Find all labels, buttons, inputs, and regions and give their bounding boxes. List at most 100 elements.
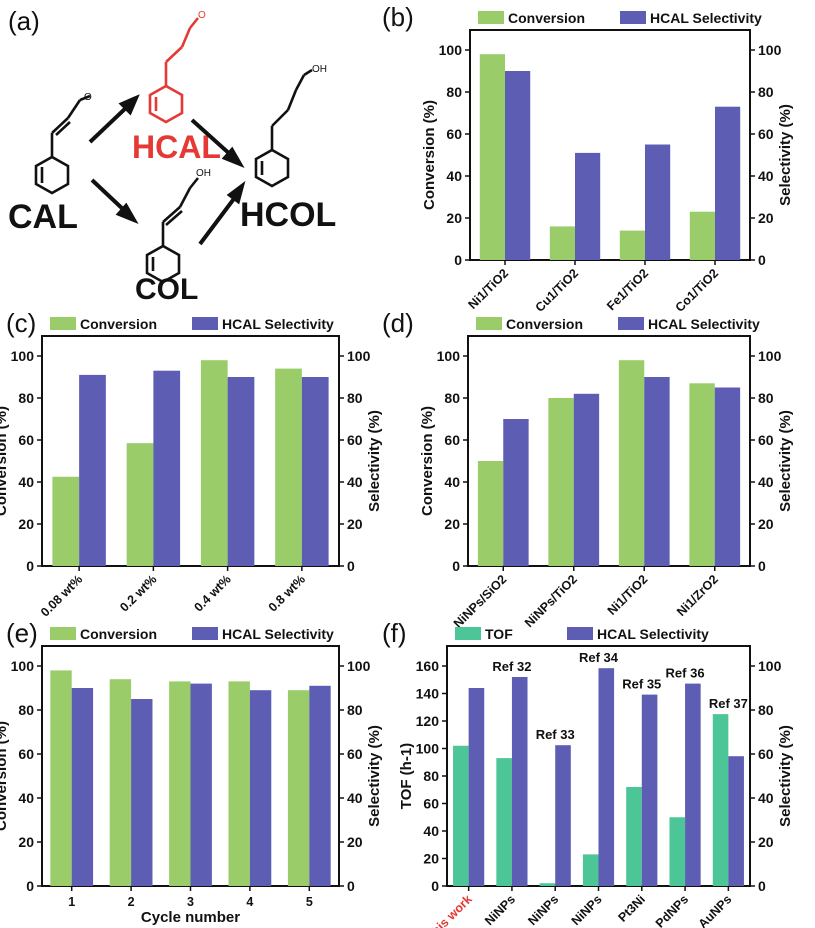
bar-tof [669, 817, 686, 886]
bar-selectivity [79, 374, 106, 566]
panel-label: (d) [382, 308, 414, 338]
hcal-molecule [148, 17, 200, 124]
bar-selectivity [575, 152, 601, 260]
right-tick-label: 80 [347, 390, 363, 406]
hcol-hydroxyl: OH [312, 64, 327, 75]
x-tick-label: 0.2 wt% [117, 572, 159, 614]
legend-swatch [567, 627, 593, 640]
legend-swatch [618, 317, 644, 330]
bar-selectivity [685, 683, 701, 886]
x-tick-label: 3 [187, 895, 194, 909]
x-tick-label: Ni1/ZrO2 [674, 572, 721, 619]
plot-frame [467, 335, 751, 567]
bar-conversion [477, 461, 504, 566]
cal-molecule [34, 94, 91, 195]
legend-swatch [620, 11, 646, 24]
x-tick-label: Ni1/TiO2 [605, 572, 651, 618]
left-tick-label: 20 [444, 516, 460, 532]
bar-selectivity [227, 377, 255, 566]
right-tick-label: 80 [758, 702, 774, 718]
y-axis-title-right: Selectivity (%) [777, 725, 794, 827]
left-tick-label: 60 [444, 432, 460, 448]
left-tick-label: 100 [416, 741, 440, 757]
panel-label: (b) [382, 2, 414, 32]
left-tick-label: 0 [454, 252, 462, 268]
bar-tof [626, 787, 642, 886]
chart-panel-e: (e) 0 20 40 60 80 100 0 20 40 60 80 100 Conversion (%… [0, 618, 383, 926]
bar-conversion [275, 368, 302, 566]
bar-selectivity [644, 377, 670, 566]
left-tick-label: 60 [18, 432, 34, 448]
right-tick-label: 60 [347, 746, 363, 762]
chart-panel-c: (c) 0 20 40 60 80 100 0 20 40 60 80 100 Conversion (%… [0, 308, 383, 619]
x-tick-label: AuNPs [696, 892, 735, 928]
left-tick-label: 100 [11, 658, 35, 674]
ref-annotation: Ref 33 [536, 727, 575, 742]
left-tick-label: 100 [437, 348, 461, 364]
legend-label: Conversion [506, 316, 583, 332]
left-tick-label: 0 [26, 558, 34, 574]
left-tick-label: 20 [423, 851, 439, 867]
right-tick-label: 20 [347, 834, 363, 850]
y-axis-title-left: Conversion (%) [0, 406, 10, 516]
bar-conversion [109, 679, 132, 886]
hcol-molecule [254, 68, 313, 188]
plot-frame [41, 335, 340, 567]
legend-label: HCAL Selectivity [650, 10, 762, 26]
x-tick-label: Cu1/TiO2 [533, 266, 582, 315]
x-axis-title: Cycle number [141, 909, 240, 926]
right-tick-label: 40 [347, 474, 363, 490]
ref-annotation: Ref 35 [622, 677, 661, 692]
right-tick-label: 40 [758, 474, 774, 490]
y-axis-title-left: Conversion (%) [419, 406, 436, 516]
legend-swatch [478, 11, 504, 24]
x-tick-label: Pt3Ni [615, 892, 647, 924]
x-tick-label: Co1/TiO2 [673, 266, 722, 315]
y-axis-title-right: Selectivity (%) [777, 410, 794, 512]
left-tick-label: 40 [18, 474, 34, 490]
bar-selectivity [511, 677, 528, 886]
bar-selectivity [153, 370, 181, 566]
y-axis-title-left: Conversion (%) [421, 100, 438, 210]
x-tick-label: 0.4 wt% [191, 572, 233, 614]
bar-selectivity [645, 144, 671, 260]
bar-selectivity [309, 685, 331, 886]
legend-label: Conversion [508, 10, 585, 26]
left-tick-label: 60 [423, 796, 439, 812]
right-tick-label: 20 [758, 834, 774, 850]
left-tick-label: 80 [444, 390, 460, 406]
right-tick-label: 100 [758, 658, 782, 674]
bar-selectivity [301, 377, 329, 566]
legend-swatch [455, 627, 481, 640]
y-axis-title-left: TOF (h-1) [398, 743, 415, 809]
left-tick-label: 20 [18, 516, 34, 532]
bar-selectivity [573, 393, 600, 566]
right-tick-label: 100 [347, 658, 371, 674]
bar-selectivity [468, 688, 485, 886]
x-tick-label: NiNPs [569, 892, 605, 928]
panel-label: (e) [6, 618, 38, 648]
right-tick-label: 100 [758, 42, 782, 58]
legend-swatch [50, 317, 76, 330]
bar-conversion [200, 360, 228, 566]
ref-annotation: Ref 37 [709, 696, 748, 711]
legend-swatch [192, 627, 218, 640]
x-tick-label: 2 [128, 895, 135, 909]
bar-selectivity [505, 71, 531, 260]
panel-label-a: (a) [8, 6, 40, 36]
x-tick-label: PdNPs [653, 892, 691, 928]
left-tick-label: 100 [11, 348, 35, 364]
legend-label: HCAL Selectivity [648, 316, 760, 332]
right-tick-label: 0 [347, 558, 355, 574]
bar-selectivity [190, 683, 212, 886]
panel-label: (f) [382, 618, 407, 648]
left-tick-label: 40 [18, 790, 34, 806]
bar-conversion [689, 383, 715, 566]
bar-conversion [549, 226, 575, 260]
bar-selectivity [71, 688, 94, 886]
right-tick-label: 20 [347, 516, 363, 532]
left-tick-label: 40 [446, 168, 462, 184]
right-tick-label: 20 [758, 516, 774, 532]
